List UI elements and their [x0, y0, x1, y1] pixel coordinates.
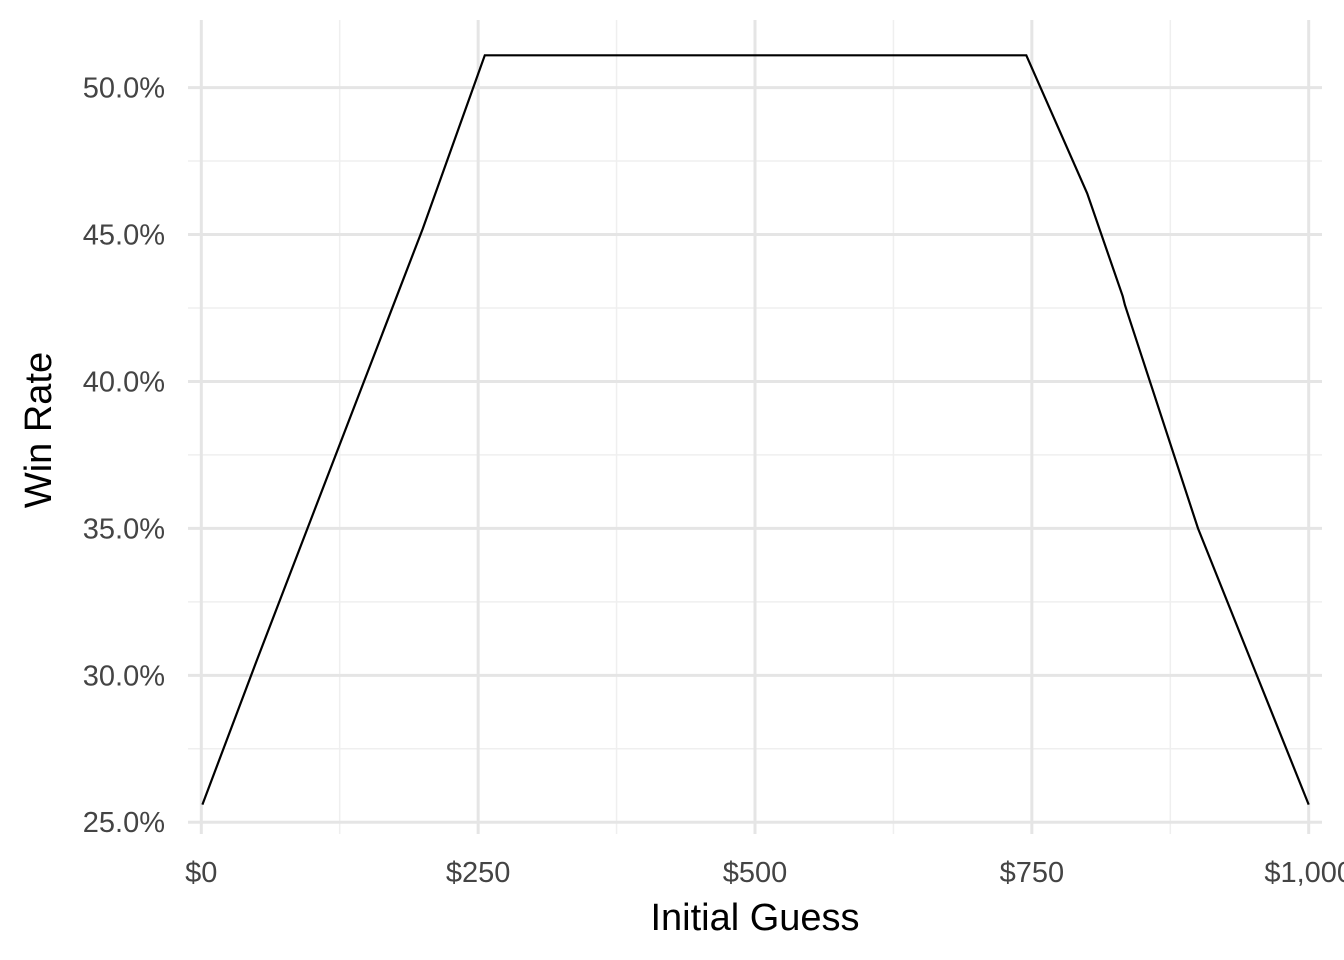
y-tick-label: 25.0% — [83, 807, 165, 839]
x-tick-label: $750 — [1000, 857, 1065, 889]
x-tick-label: $250 — [446, 857, 511, 889]
y-tick-label: 45.0% — [83, 220, 165, 252]
y-tick-label: 50.0% — [83, 73, 165, 105]
x-axis-title: Initial Guess — [650, 897, 859, 939]
tick-labels: $0 $250 $500 $750 $1,000 25.0% 30.0% 35.0% 40.0%… — [83, 73, 1344, 889]
major-gridlines — [188, 20, 1322, 834]
y-tick-label: 40.0% — [83, 366, 165, 398]
y-tick-label: 30.0% — [83, 660, 165, 692]
x-tick-label: $0 — [185, 857, 217, 889]
y-tick-label: 35.0% — [83, 513, 165, 545]
x-tick-label: $500 — [723, 857, 788, 889]
x-tick-label: $1,000 — [1264, 857, 1344, 889]
y-axis-title: Win Rate — [18, 352, 60, 508]
